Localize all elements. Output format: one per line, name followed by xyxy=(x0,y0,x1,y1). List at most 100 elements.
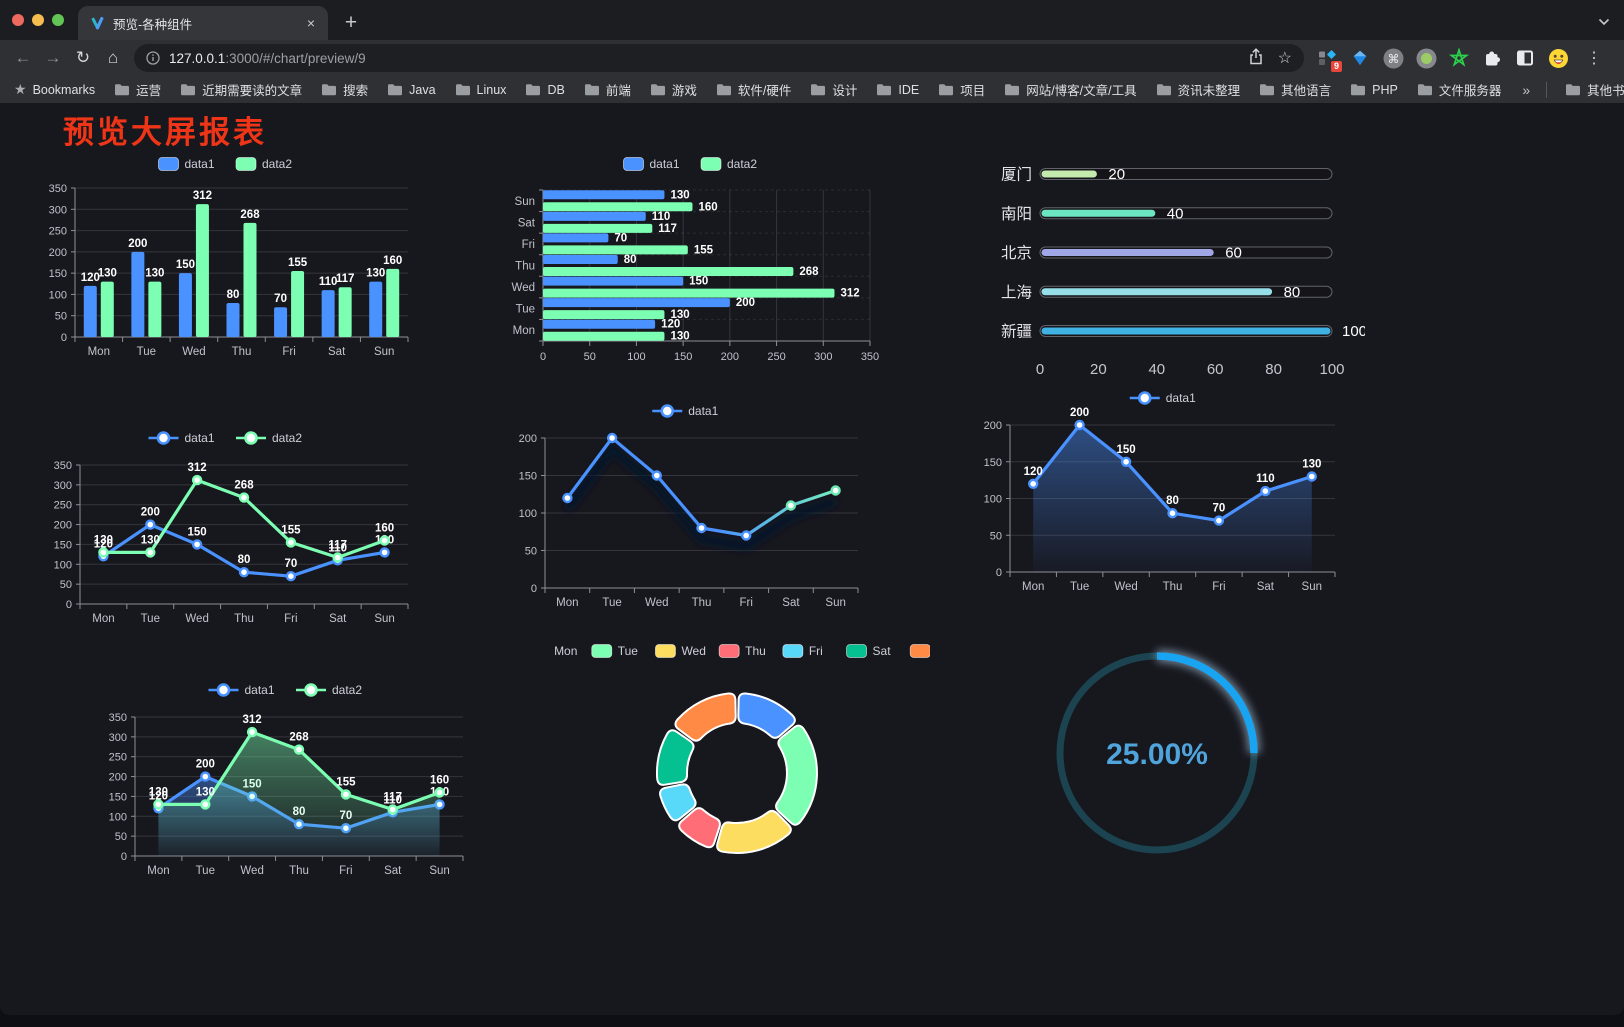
svg-text:130: 130 xyxy=(366,268,385,280)
browser-menu-icon[interactable]: ⋮ xyxy=(1586,50,1602,67)
svg-text:130: 130 xyxy=(149,786,168,798)
extension-emoji-icon[interactable] xyxy=(1547,47,1569,69)
window-minimize-button[interactable] xyxy=(32,14,44,26)
bookmark-folder-item[interactable]: 搜索 xyxy=(321,80,368,99)
area-line-chart[interactable]: data1 0 50 100 150 200 Mon Tue Wed Thu Fri Sat Sun 12… xyxy=(975,383,1355,598)
bookmark-folder-item[interactable]: 网站/博客/文章/工具 xyxy=(1004,80,1137,99)
svg-text:130: 130 xyxy=(141,534,160,546)
new-tab-button[interactable]: + xyxy=(344,11,358,34)
extension-puzzle-icon[interactable] xyxy=(1481,47,1503,69)
extension-pentagram-icon[interactable] xyxy=(1448,47,1470,69)
extension-gem-icon[interactable] xyxy=(1349,47,1371,69)
window-zoom-button[interactable] xyxy=(52,14,64,26)
bookmark-folder-item[interactable]: 前端 xyxy=(584,80,631,99)
browser-tab[interactable]: 预览-各种组件 × xyxy=(78,6,328,40)
svg-text:Wed: Wed xyxy=(1114,581,1137,593)
svg-text:150: 150 xyxy=(176,259,195,271)
svg-text:Sun: Sun xyxy=(374,613,394,625)
svg-text:Fri: Fri xyxy=(1212,581,1225,593)
svg-text:Fri: Fri xyxy=(522,239,535,251)
svg-text:130: 130 xyxy=(670,189,689,201)
svg-text:200: 200 xyxy=(1070,407,1089,419)
svg-text:312: 312 xyxy=(188,462,207,474)
svg-text:120: 120 xyxy=(94,538,113,550)
extension-grid-diamond-icon[interactable]: 9 xyxy=(1316,47,1342,72)
bookmark-folder-item[interactable]: Java xyxy=(387,83,436,97)
gradient-line-chart[interactable]: data1 0 50 100 150 200 Mon Tue Wed Thu Fri Sat Sun xyxy=(495,396,880,611)
folder-icon xyxy=(388,84,403,96)
bookmark-folder-item[interactable]: 游戏 xyxy=(650,80,697,99)
bookmarks-bar: ★ Bookmarks 运营 近期需要读的文章 搜索 Java Linux DB 前端 游戏软… xyxy=(0,76,1624,103)
svg-text:200: 200 xyxy=(141,507,160,519)
bookmark-folder-item[interactable]: PHP xyxy=(1350,83,1398,97)
extension-green-dot-icon[interactable] xyxy=(1415,47,1437,69)
horizontal-bar-chart[interactable]: data1 data2 0 50 100 150 200 250 300 350 Sun 130 160… xyxy=(495,148,890,373)
bookmark-folder-item[interactable]: 其他语言 xyxy=(1259,80,1331,99)
bookmark-folder-item[interactable]: 项目 xyxy=(938,80,985,99)
svg-text:160: 160 xyxy=(698,201,717,213)
svg-text:Tue: Tue xyxy=(1070,581,1089,593)
bookmark-folder-item[interactable]: 运营 xyxy=(114,80,161,99)
dual-area-chart[interactable]: data1 data2 0 50 100 150 200 250 300 350 Mon Tue Wed… xyxy=(95,675,480,890)
svg-text:Sat: Sat xyxy=(518,217,536,229)
svg-text:data1: data1 xyxy=(245,683,275,697)
svg-text:200: 200 xyxy=(736,297,755,309)
svg-text:200: 200 xyxy=(54,520,72,532)
home-button[interactable]: ⌂ xyxy=(107,48,119,67)
svg-text:Tue: Tue xyxy=(602,597,621,609)
svg-text:350: 350 xyxy=(109,712,127,724)
svg-text:Sat: Sat xyxy=(384,865,402,877)
bookmark-folder-item[interactable]: DB xyxy=(525,83,565,97)
folder-icon xyxy=(1005,84,1020,96)
svg-text:Tue: Tue xyxy=(516,304,535,316)
reload-button[interactable]: ↻ xyxy=(75,48,91,67)
extension-sidebar-icon[interactable] xyxy=(1514,47,1536,69)
tab-search-chevron-icon[interactable] xyxy=(1598,13,1610,31)
share-icon[interactable] xyxy=(1248,48,1264,68)
bookmarks-overflow-chevron[interactable]: » xyxy=(1522,81,1531,98)
svg-text:150: 150 xyxy=(54,539,72,551)
svg-text:Thu: Thu xyxy=(745,644,766,658)
svg-text:Mon: Mon xyxy=(556,597,578,609)
svg-text:130: 130 xyxy=(1302,459,1321,471)
bookmarks-manager-icon[interactable]: ★ xyxy=(14,81,27,97)
other-bookmarks-folder[interactable]: 其他书签 xyxy=(1565,80,1624,99)
bookmark-folder-item[interactable]: 文件服务器 xyxy=(1417,80,1501,99)
bookmark-folder-item[interactable]: 设计 xyxy=(810,80,857,99)
tab-title: 预览-各种组件 xyxy=(113,17,193,32)
folder-icon xyxy=(716,84,731,96)
bookmark-folder-item[interactable]: 软件/硬件 xyxy=(716,80,791,99)
svg-text:Sat: Sat xyxy=(329,613,347,625)
back-button[interactable]: ← xyxy=(14,48,32,67)
svg-text:Thu: Thu xyxy=(1163,581,1183,593)
tab-close-icon[interactable]: × xyxy=(306,15,316,31)
dual-line-chart[interactable]: data1 data2 0 50 100 150 200 250 300 350 Mon Tue Wed… xyxy=(35,423,420,638)
site-info-icon[interactable] xyxy=(146,51,160,65)
svg-text:150: 150 xyxy=(109,791,127,803)
svg-text:110: 110 xyxy=(652,211,671,223)
bookmark-folder-item[interactable]: IDE xyxy=(876,83,919,97)
svg-text:120: 120 xyxy=(81,272,100,284)
extension-command-icon[interactable]: ⌘ xyxy=(1382,47,1404,69)
svg-text:100: 100 xyxy=(109,811,127,823)
svg-text:Sun: Sun xyxy=(1302,581,1322,593)
address-bar[interactable]: 127.0.0.1:3000/#/chart/preview/9 ☆ xyxy=(134,44,1304,72)
bookmarks-label[interactable]: Bookmarks xyxy=(32,82,96,97)
bookmark-star-icon[interactable]: ☆ xyxy=(1277,50,1292,67)
svg-text:Wed: Wed xyxy=(240,865,263,877)
gauge-chart[interactable]: 25.00% xyxy=(1040,633,1275,878)
bookmark-folder-item[interactable]: Linux xyxy=(455,83,506,97)
svg-text:200: 200 xyxy=(721,351,739,363)
window-close-button[interactable] xyxy=(12,14,24,26)
svg-text:120: 120 xyxy=(149,790,168,802)
bookmark-folder-item[interactable]: 资讯未整理 xyxy=(1156,80,1240,99)
progress-bar-chart[interactable]: 厦门 20 南阳 40 北京 60 上海 80 新疆 100 0 20 40 60 80 100 xyxy=(980,158,1365,388)
bookmarks-separator xyxy=(1546,81,1548,98)
svg-text:Mon: Mon xyxy=(513,325,535,337)
svg-text:130: 130 xyxy=(670,331,689,343)
grouped-bar-chart[interactable]: data1 data2 0 50 100 150 200 250 300 350 Mon Tue Wed… xyxy=(35,148,420,363)
svg-text:data2: data2 xyxy=(727,157,757,171)
bookmark-folder-item[interactable]: 近期需要读的文章 xyxy=(180,80,302,99)
forward-button[interactable]: → xyxy=(44,48,62,67)
